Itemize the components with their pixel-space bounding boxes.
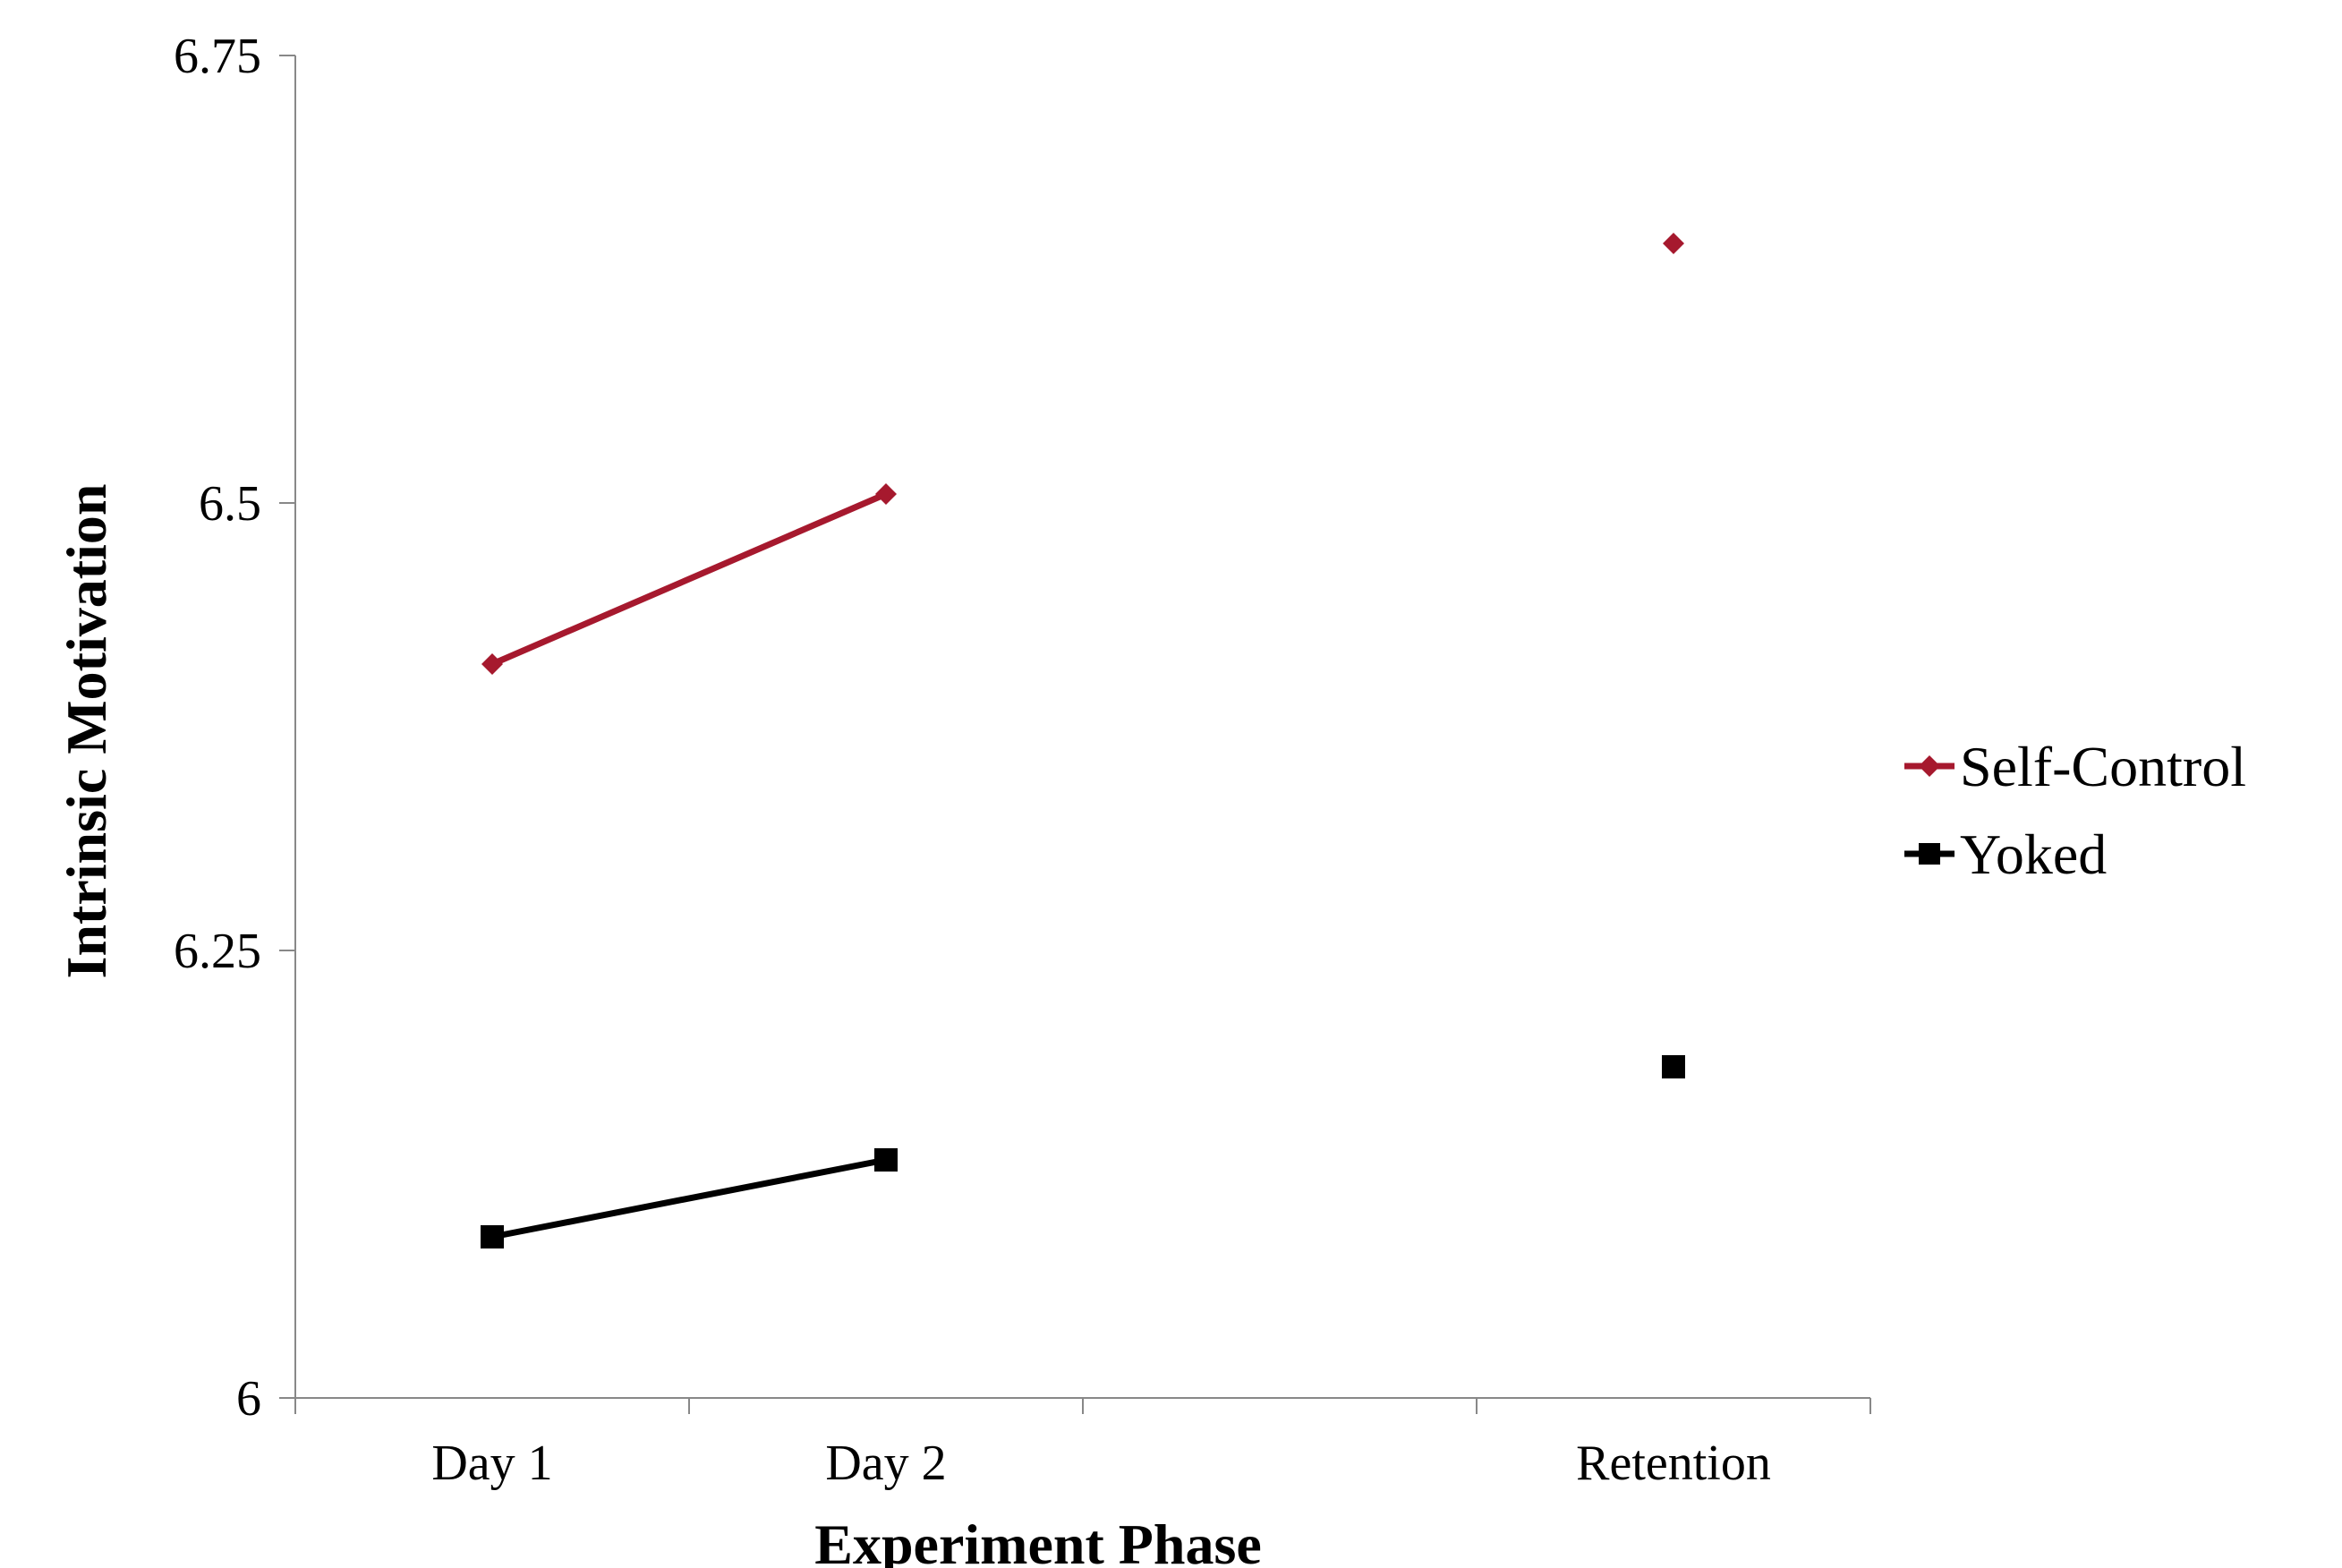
y-tick-label: 6.25 <box>174 924 261 979</box>
legend-label: Self-Control <box>1960 735 2246 798</box>
data-point <box>874 1148 898 1172</box>
data-point <box>875 483 897 505</box>
x-tick-label: Day 1 <box>431 1436 552 1491</box>
axes <box>294 55 1870 1399</box>
y-ticks: 6 6.25 6.5 6.75 <box>174 29 295 1427</box>
series-layer <box>481 233 1685 1248</box>
data-point <box>1662 1055 1685 1078</box>
x-ticks: Day 1 Day 2 Retention <box>294 1398 1871 1491</box>
series-self-control <box>481 233 1684 675</box>
legend-marker <box>1919 755 1940 777</box>
legend-item: Yoked <box>1904 822 2107 886</box>
y-tick-label: 6.5 <box>199 476 261 532</box>
legend: Self-Control Yoked <box>1904 735 2246 886</box>
y-tick-label: 6 <box>236 1371 261 1427</box>
data-point <box>481 1225 504 1248</box>
y-axis-title: Intrinsic Motivation <box>55 484 118 979</box>
series-line-segment <box>491 1156 887 1240</box>
x-tick-label: Day 2 <box>825 1436 946 1491</box>
legend-marker <box>1919 843 1940 865</box>
data-point <box>481 653 503 675</box>
data-point <box>1663 233 1684 254</box>
x-tick-label: Retention <box>1576 1436 1771 1491</box>
legend-item: Self-Control <box>1904 735 2246 798</box>
x-axis-title: Experiment Phase <box>814 1513 1262 1568</box>
y-tick-label: 6.75 <box>174 29 261 84</box>
legend-label: Yoked <box>1960 822 2107 886</box>
series-yoked <box>481 1055 1685 1248</box>
series-line-segment <box>490 490 888 668</box>
